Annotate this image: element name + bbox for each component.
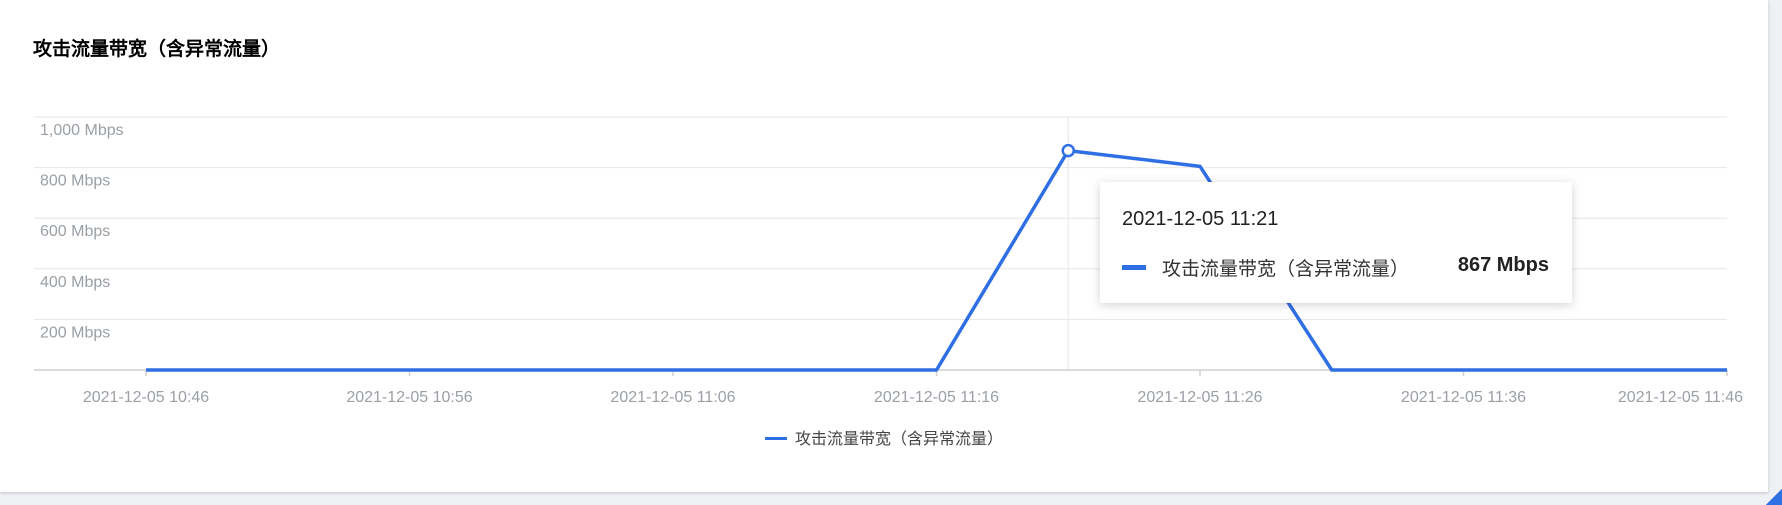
tooltip-value: 867 Mbps	[1457, 254, 1549, 276]
legend-label: 攻击流量带宽（含异常流量）	[794, 429, 1003, 448]
series-line[interactable]	[146, 148, 1727, 372]
x-tick-label: 2021-12-05 11:36	[1401, 389, 1526, 406]
y-tick-label: 400 Mbps	[40, 274, 110, 291]
x-tick-label: 2021-12-05 11:26	[1137, 389, 1262, 406]
y-tick-label: 600 Mbps	[40, 223, 110, 240]
x-tick-label: 2021-12-05 11:16	[874, 389, 999, 406]
y-tick-label: 200 Mbps	[40, 324, 110, 341]
chart-tooltip: 2021-12-05 11:21 攻击流量带宽（含异常流量） 867 Mbps	[1100, 182, 1572, 303]
x-tick-label: 2021-12-05 11:06	[610, 389, 735, 406]
tooltip-time: 2021-12-05 11:21	[1122, 208, 1279, 230]
y-tick-label: 800 Mbps	[40, 173, 110, 190]
legend-swatch	[764, 437, 787, 440]
chart-title: 攻击流量带宽（含异常流量）	[33, 38, 281, 60]
highlight-point[interactable]	[1061, 143, 1075, 158]
line-chart: 200 Mbps 400 Mbps 600 Mbps 800 Mbps 1,000 Mb…	[34, 116, 1743, 406]
chart-legend[interactable]: 攻击流量带宽（含异常流量）	[0, 425, 1768, 449]
y-tick-label: 1,000 Mbps	[40, 122, 124, 139]
tooltip-series-name: 攻击流量带宽（含异常流量）	[1162, 258, 1410, 280]
tooltip-series-swatch	[1122, 265, 1146, 270]
x-tick-label: 2021-12-05 10:56	[346, 389, 472, 406]
x-tick-label: 2021-12-05 10:46	[83, 389, 209, 406]
chart-card: 攻击流量带宽（含异常流量） 200 Mbps 400 Mbps 600 Mbps 80…	[0, 0, 1768, 492]
corner-resize-icon	[1766, 489, 1782, 505]
x-tick-label: 2021-12-05 11:46	[1618, 389, 1743, 406]
